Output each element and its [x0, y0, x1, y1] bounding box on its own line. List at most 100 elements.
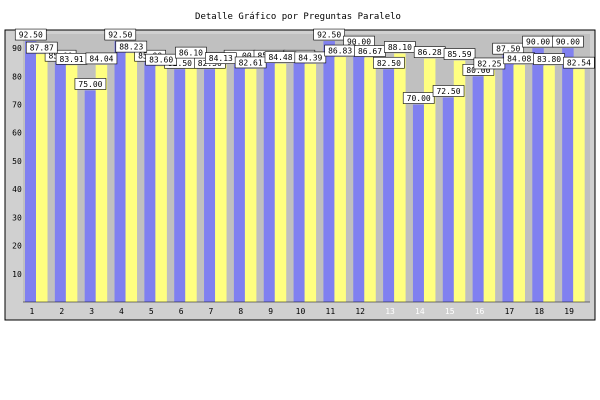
y-tick-label: 20 [12, 242, 22, 251]
data-label-series1-3: 75.00 [74, 78, 107, 90]
data-label-series2-13: 88.10 [384, 41, 416, 53]
data-label-series2-7: 84.13 [205, 52, 237, 64]
bar-series1-11 [323, 41, 335, 303]
data-label-series2-11: 86.83 [324, 44, 356, 57]
x-tick-label: 19 [564, 307, 574, 316]
data-label-text: 75.00 [78, 80, 102, 89]
data-label-series2-14: 86.28 [413, 46, 446, 58]
bar-series2-12 [364, 57, 376, 302]
chart-title: Detalle Gráfico por Preguntas Paralelo [195, 12, 401, 22]
data-label-series1-1: 92.50 [14, 28, 47, 41]
bar-series1-9 [263, 62, 276, 303]
bar-series2-6 [185, 59, 197, 302]
data-label-text: 70.00 [407, 94, 431, 103]
data-label-text: 90.00 [526, 38, 550, 47]
bar-series1-4 [114, 41, 127, 303]
x-tick-label: 8 [238, 307, 243, 316]
data-label-box [25, 41, 58, 54]
x-tick-label: 13 [385, 307, 395, 316]
bar-series1-3 [84, 90, 97, 302]
data-label-series2-19: 82.54 [563, 56, 595, 69]
bar-series1-6 [174, 69, 186, 302]
data-label-text: 90.00 [556, 38, 580, 47]
data-label-text: 87.87 [30, 44, 54, 53]
bar-series1-8 [233, 62, 246, 303]
x-tick-label: 17 [505, 307, 515, 316]
data-label-series1-4: 92.50 [104, 28, 137, 41]
data-label-text: 87.50 [496, 45, 520, 54]
data-label-text: 82.50 [168, 59, 192, 68]
y-tick-label: 10 [12, 270, 22, 279]
data-label-text: 84.48 [268, 53, 292, 62]
data-label-text: 82.54 [567, 59, 591, 68]
data-label-text: 88.10 [388, 43, 412, 52]
x-tick-label: 11 [326, 307, 336, 316]
data-label-series2-1: 87.87 [25, 41, 58, 54]
data-label-text: 92.50 [108, 31, 132, 40]
bar-series1-10 [293, 62, 306, 303]
bar-series1-14 [412, 104, 425, 302]
data-label-box [104, 28, 137, 41]
bar-series1-7 [204, 69, 216, 302]
data-label-box [85, 52, 118, 65]
data-label-series2-9: 84.48 [264, 51, 297, 63]
data-label-box [294, 51, 327, 64]
bar-series2-14 [423, 58, 436, 302]
data-label-box [373, 56, 405, 69]
data-label-text: 84.04 [89, 54, 113, 63]
bar-series2-16 [483, 69, 496, 302]
bar-series2-15 [453, 60, 466, 302]
y-tick-label: 80 [12, 72, 22, 81]
x-tick-label: 1 [30, 307, 35, 316]
data-label-text: 84.08 [507, 54, 531, 63]
bar-series1-12 [353, 48, 365, 302]
y-tick-label: 30 [12, 213, 22, 222]
data-label-text: 86.67 [358, 47, 382, 56]
data-label-text: 83.60 [149, 56, 173, 65]
data-label-text: 86.28 [418, 48, 442, 57]
x-tick-label: 3 [89, 307, 94, 316]
data-label-text: 82.50 [377, 59, 401, 68]
x-tick-label: 5 [149, 307, 154, 316]
bar-series2-5 [155, 66, 167, 302]
data-label-text: 85.59 [447, 50, 471, 59]
bar-series1-13 [383, 69, 395, 302]
y-axis: 10 20 30 40 50 60 70 80 90 [12, 44, 22, 279]
bar-series2-4 [125, 53, 138, 302]
data-label-text: 80.00 [466, 66, 490, 75]
y-tick-label: 70 [12, 101, 22, 110]
data-label-series2-12: 86.67 [354, 45, 386, 57]
data-label-box [552, 35, 584, 48]
data-label-series2-2: 83.91 [55, 52, 88, 65]
data-label-series1-14: 70.00 [402, 92, 435, 104]
bar-series2-9 [274, 63, 287, 303]
data-label-text: 72.50 [436, 87, 460, 96]
bar-series1-17 [502, 55, 514, 302]
bar-series2-13 [394, 53, 406, 302]
data-label-text: 85.00 [228, 52, 252, 61]
x-tick-label: 10 [296, 307, 306, 316]
data-label-series2-4: 88.23 [115, 40, 148, 53]
data-labels: 92.5085.0075.0092.5085.0082.5082.5085.00… [14, 28, 595, 104]
data-label-series1-11: 92.50 [313, 28, 345, 41]
bar-series1-18 [532, 48, 544, 302]
data-label-text: 82.61 [239, 58, 263, 67]
x-tick-label: 18 [534, 307, 544, 316]
data-label-series2-18: 83.80 [533, 53, 565, 65]
bar-series2-8 [244, 68, 257, 302]
bar-series1-1 [25, 41, 37, 303]
bar-series2-3 [95, 64, 108, 302]
x-tick-label: 2 [59, 307, 64, 316]
x-tick-label: 12 [355, 307, 365, 316]
bar-series2-1 [36, 54, 48, 302]
data-label-series2-10: 84.39 [294, 51, 327, 64]
bar-series1-16 [472, 76, 485, 302]
data-label-series2-5: 83.60 [145, 53, 177, 66]
data-label-text: 88.23 [119, 43, 143, 52]
bar-series1-2 [54, 62, 67, 303]
data-label-series2-15: 85.59 [443, 48, 476, 60]
data-label-box [145, 53, 177, 66]
y-tick-label: 50 [12, 157, 22, 166]
data-label-text: 86.83 [328, 47, 352, 56]
y-tick-label: 40 [12, 185, 22, 194]
